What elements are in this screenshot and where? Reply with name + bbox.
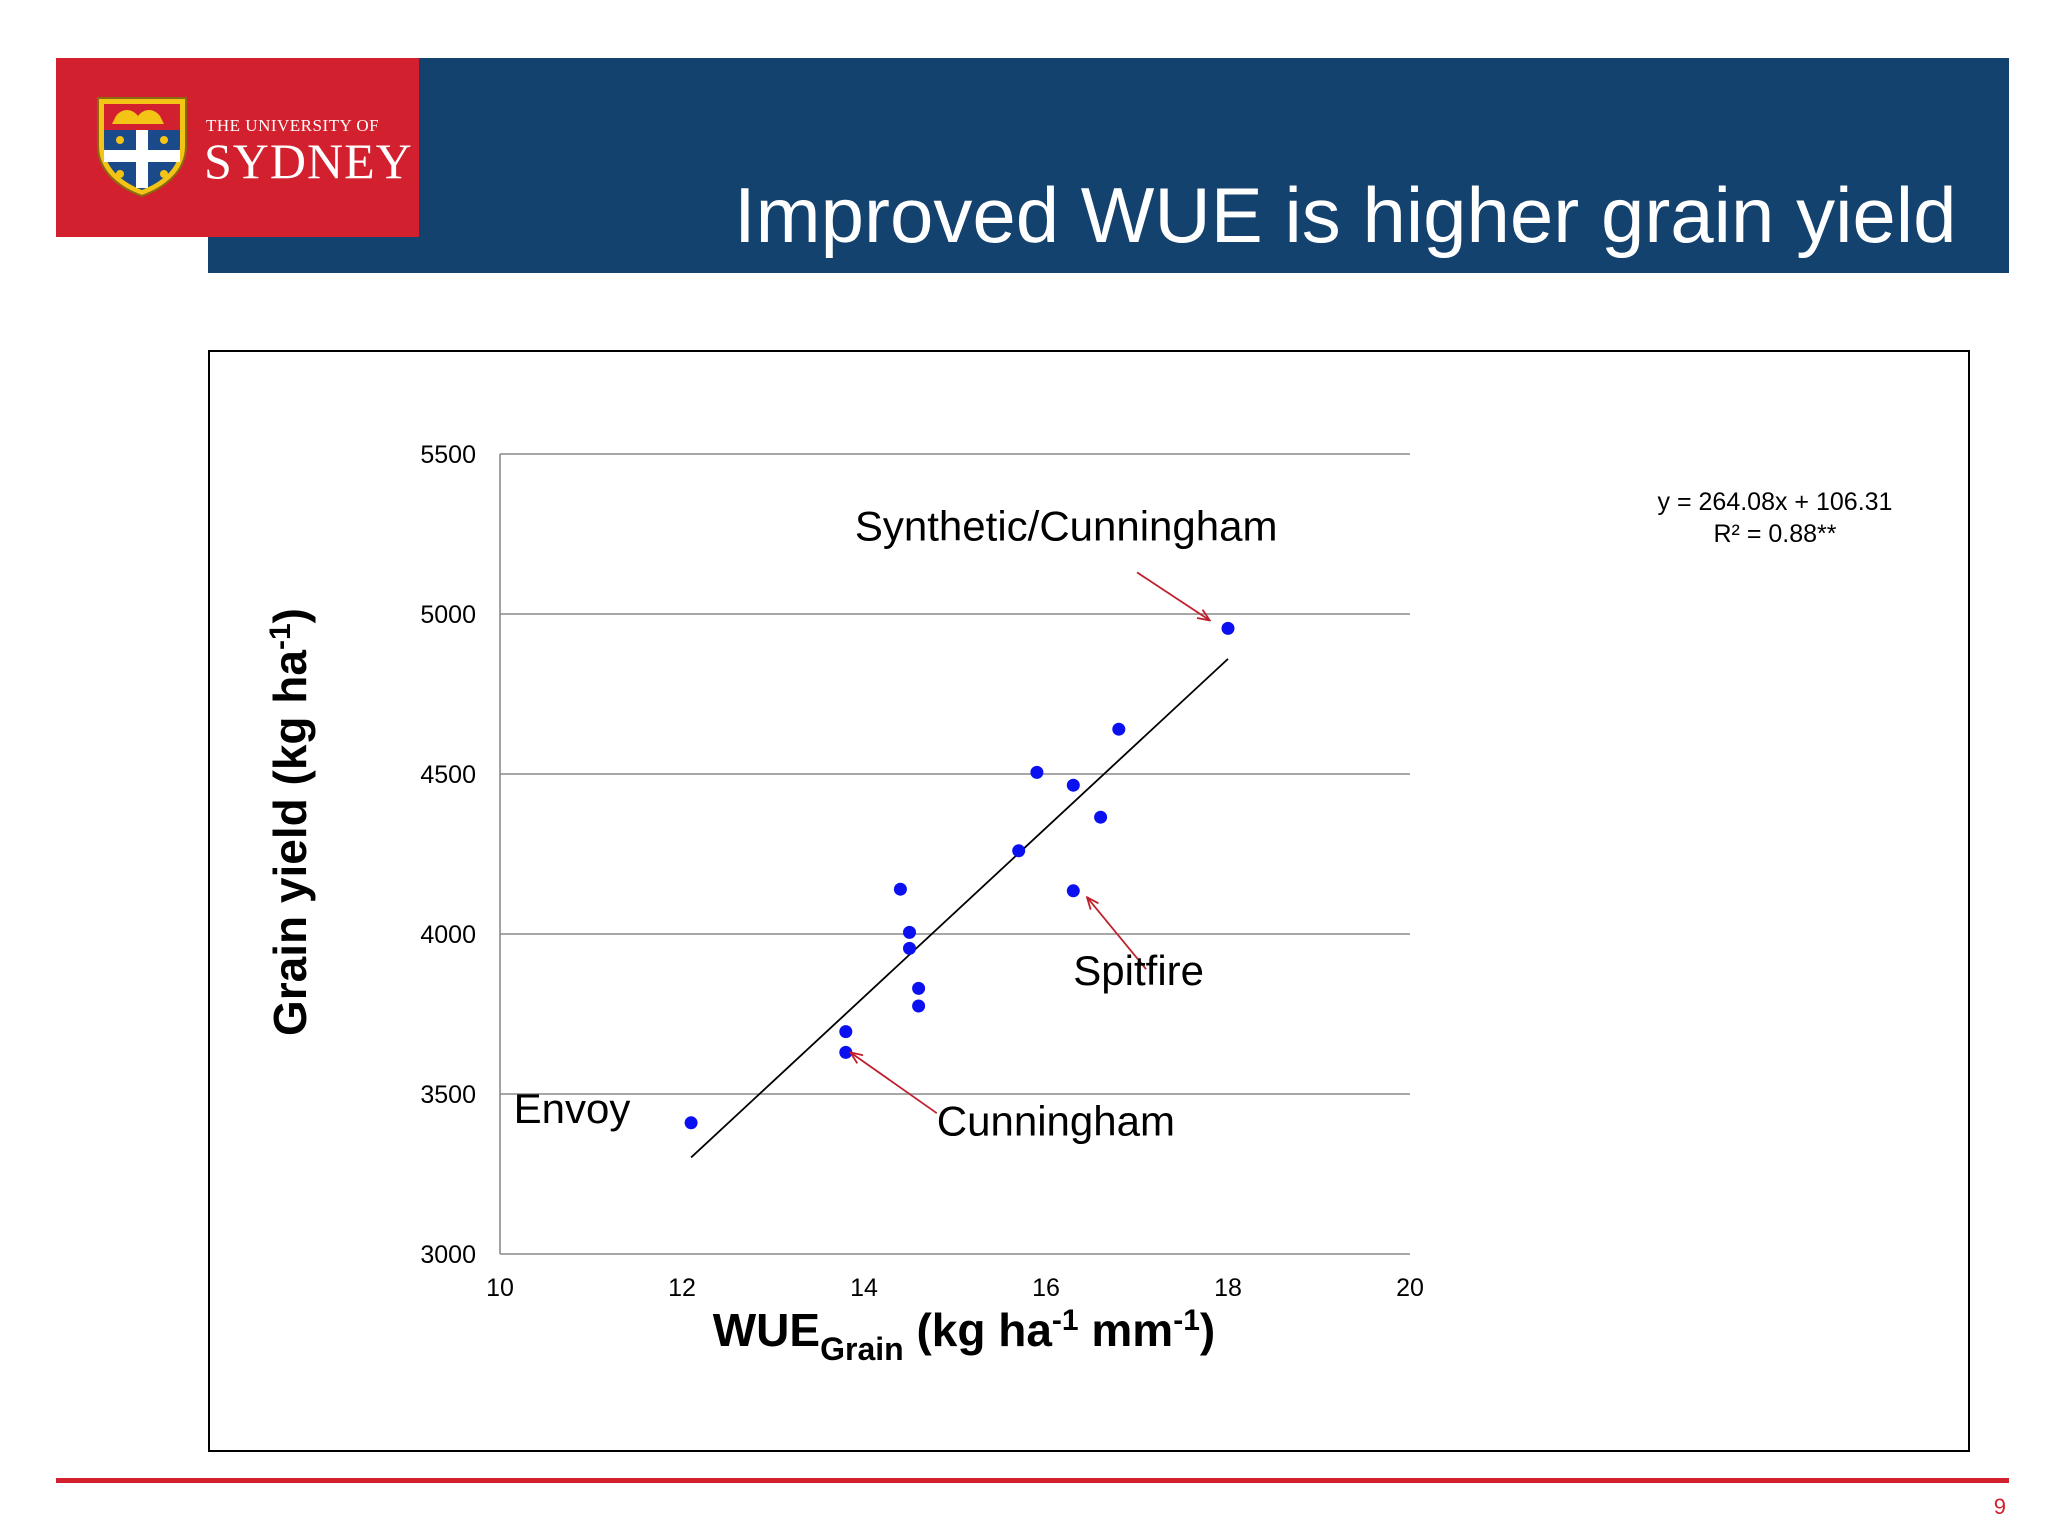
x-tick-label: 14 [850,1274,878,1302]
data-point [893,882,907,896]
data-points [684,621,1235,1130]
data-point [912,999,926,1013]
annotation-arrow [1136,571,1210,620]
data-point [1094,810,1108,824]
axes: 3000 3500 4000 4500 5000 5500 10 12 14 16 18 20 [420,441,1424,1302]
logo-text-small: THE UNIVERSITY OF [206,116,380,135]
annotation-label: Synthetic/Cunningham [855,502,1278,549]
data-point [903,925,916,939]
annotation-labels: Synthetic/Cunningham Spitfire Cunningham En… [514,502,1278,1144]
x-tick-label: 16 [1032,1274,1060,1302]
gridlines [500,453,1410,1095]
x-tick-label: 18 [1214,1274,1242,1302]
data-point [1221,621,1235,635]
y-tick-label: 4500 [420,761,476,789]
page-number: 9 [1993,1494,2006,1519]
logo-text-big: SYDNEY [204,133,413,189]
y-tick-label: 3000 [420,1241,476,1269]
x-tick-label: 10 [486,1274,514,1302]
x-tick-label: 20 [1396,1274,1424,1302]
university-logo: THE UNIVERSITY OF SYDNEY [56,58,419,237]
y-tick-label: 3500 [420,1081,476,1109]
crest-icon [97,97,187,198]
x-tick-label: 12 [668,1274,696,1302]
slide-title: Improved WUE is higher grain yield [734,171,1957,259]
title-bar: Improved WUE is higher grain yield [208,58,2009,273]
y-tick-label: 5000 [420,601,476,629]
annotation-arrows [850,571,1210,1114]
data-point [912,981,926,995]
y-tick-label: 5500 [420,441,476,469]
trendline [690,658,1229,1159]
data-point [1012,844,1026,858]
annotation-label: Spitfire [1073,947,1204,994]
chart-frame: 3000 3500 4000 4500 5000 5500 10 12 14 16 18 20 Syn… [208,350,1970,1452]
annotation-label: Cunningham [937,1098,1175,1145]
trendline-equation: y = 264.08x + 106.31 [1658,488,1893,516]
x-axis-title: WUEGrain (kg ha-1 mm-1) [713,1304,1215,1367]
y-axis-title: Grain yield (kg ha-1) [264,608,316,1036]
annotation-arrow [1087,897,1147,970]
annotation-label: Envoy [514,1085,631,1132]
data-point [839,1025,853,1039]
trendline-group [690,658,1229,1159]
annotation-arrow [850,1052,938,1114]
scatter-chart: 3000 3500 4000 4500 5000 5500 10 12 14 16 18 20 Syn… [264,441,1893,1367]
data-point [684,1116,698,1130]
data-point [903,941,916,955]
data-point [1066,884,1080,898]
footer-rule [56,1478,2009,1483]
data-point [1030,765,1044,779]
y-tick-label: 4000 [420,921,476,949]
data-point [1066,778,1080,792]
data-point [1112,722,1126,736]
trendline-r2: R² = 0.88** [1714,520,1837,548]
